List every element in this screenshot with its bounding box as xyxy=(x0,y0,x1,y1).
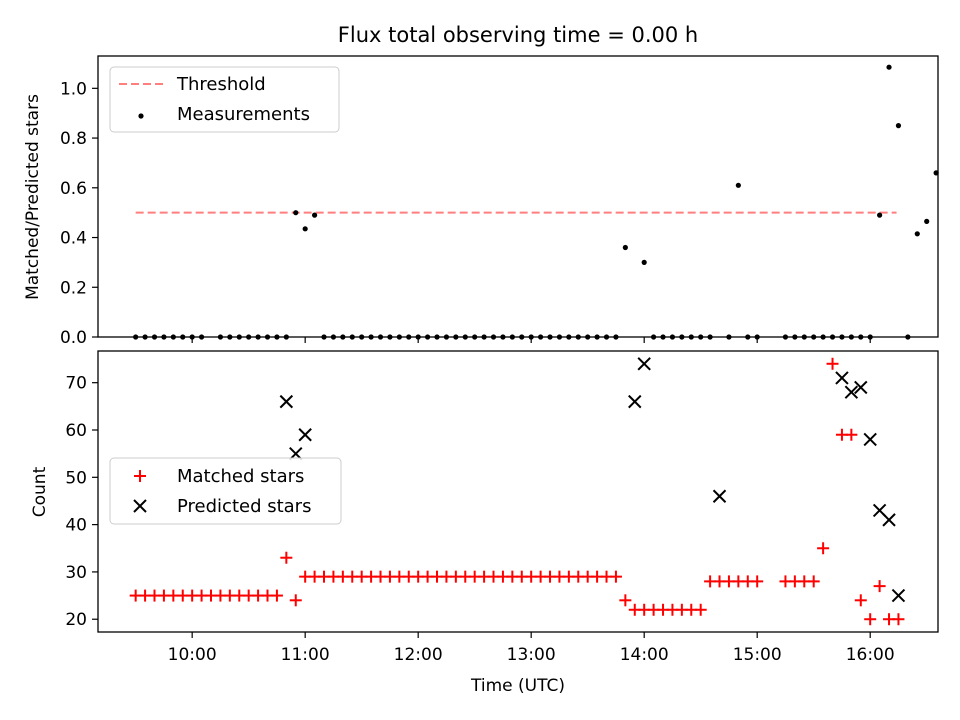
predicted-star-point xyxy=(835,371,849,385)
bottom-legend-box xyxy=(109,457,342,525)
legend-measurements-label: Measurements xyxy=(177,104,310,125)
predicted-star-point xyxy=(712,489,727,503)
top-y-axis-label: Matched/Predicted stars xyxy=(23,94,43,300)
top-y-tick-label: 0.4 xyxy=(60,229,87,249)
matched-star-point xyxy=(609,570,622,583)
figure-title: Flux total observing time = 0.00 h xyxy=(338,23,698,47)
top-y-tick-label: 0.2 xyxy=(60,278,87,298)
bottom-y-tick-label: 20 xyxy=(65,610,87,630)
predicted-star-point xyxy=(844,385,859,399)
top-legend: Threshold Measurements xyxy=(109,66,340,133)
matched-star-point xyxy=(817,542,830,555)
legend-matched-label: Matched stars xyxy=(177,466,304,487)
measurement-point xyxy=(311,212,318,218)
x-tick-label: 10:00 xyxy=(168,645,217,665)
predicted-star-point xyxy=(637,357,651,371)
matched-star-point xyxy=(826,357,839,370)
x-tick-label: 16:00 xyxy=(846,645,895,665)
predicted-star-point xyxy=(298,428,312,442)
bottom-y-axis-label: Count xyxy=(30,466,50,517)
top-y-tick-label: 1.0 xyxy=(60,79,87,99)
bottom-y-tick-label: 40 xyxy=(65,516,87,536)
bottom-panel-frame xyxy=(97,350,939,633)
measurement-point xyxy=(641,259,647,265)
matched-star-point xyxy=(873,580,886,593)
top-legend-box xyxy=(109,66,340,133)
matched-star-point xyxy=(807,575,820,588)
predicted-star-point xyxy=(279,394,294,409)
measurement-point xyxy=(877,212,883,218)
measurement-point xyxy=(924,218,930,224)
legend-measurements-swatch xyxy=(138,113,144,119)
predicted-star-point xyxy=(891,588,906,603)
legend-predicted-label: Predicted stars xyxy=(177,496,311,517)
matched-star-point xyxy=(280,551,293,564)
bottom-y-tick-label: 70 xyxy=(65,374,87,394)
measurement-point xyxy=(886,64,892,70)
predicted-star-point xyxy=(854,380,868,395)
bottom-legend: Matched stars Predicted stars xyxy=(109,457,342,525)
measurement-point xyxy=(735,182,741,188)
x-tick-label: 12:00 xyxy=(394,645,443,665)
top-panel: 0.0 0.2 0.4 0.6 0.8 1.0 Matched/Predicted sta… xyxy=(23,55,939,348)
matched-star-point xyxy=(864,613,877,626)
predicted-star-point xyxy=(628,394,642,409)
top-y-tick-label: 0.0 xyxy=(60,328,87,348)
measurement-point xyxy=(914,231,920,237)
top-panel-frame xyxy=(97,55,939,338)
bottom-y-tick-label: 30 xyxy=(65,563,87,583)
matched-star-point xyxy=(845,428,858,441)
predicted-star-point xyxy=(882,513,896,527)
bottom-panel: 20 30 40 50 60 70 10:00 11:00 12:00 13:00 14:00 15… xyxy=(30,350,939,696)
measurement-point xyxy=(622,244,628,251)
bottom-y-tick-label: 50 xyxy=(65,468,87,488)
x-tick-label: 14:00 xyxy=(620,645,669,665)
legend-matched-swatch xyxy=(134,470,146,482)
x-tick-label: 13:00 xyxy=(507,645,556,665)
matched-star-point xyxy=(270,589,283,602)
measurement-point xyxy=(293,210,299,216)
x-tick-label: 11:00 xyxy=(281,645,330,665)
x-tick-label: 15:00 xyxy=(733,645,782,665)
matched-star-point xyxy=(751,575,764,588)
matched-star-point xyxy=(892,613,905,626)
legend-threshold-label: Threshold xyxy=(176,74,266,95)
matched-star-point xyxy=(694,603,707,616)
measurement-point xyxy=(895,123,902,129)
measurement-point xyxy=(302,226,308,232)
matched-star-point xyxy=(289,594,302,607)
x-axis-label: Time (UTC) xyxy=(470,676,565,696)
predicted-star-point xyxy=(863,432,877,447)
legend-predicted-swatch xyxy=(133,499,147,513)
matched-star-point xyxy=(854,594,867,607)
matched-star-point xyxy=(619,594,632,607)
top-y-tick-label: 0.8 xyxy=(60,129,87,149)
top-y-tick-label: 0.6 xyxy=(60,179,87,199)
bottom-y-tick-label: 60 xyxy=(65,421,87,441)
